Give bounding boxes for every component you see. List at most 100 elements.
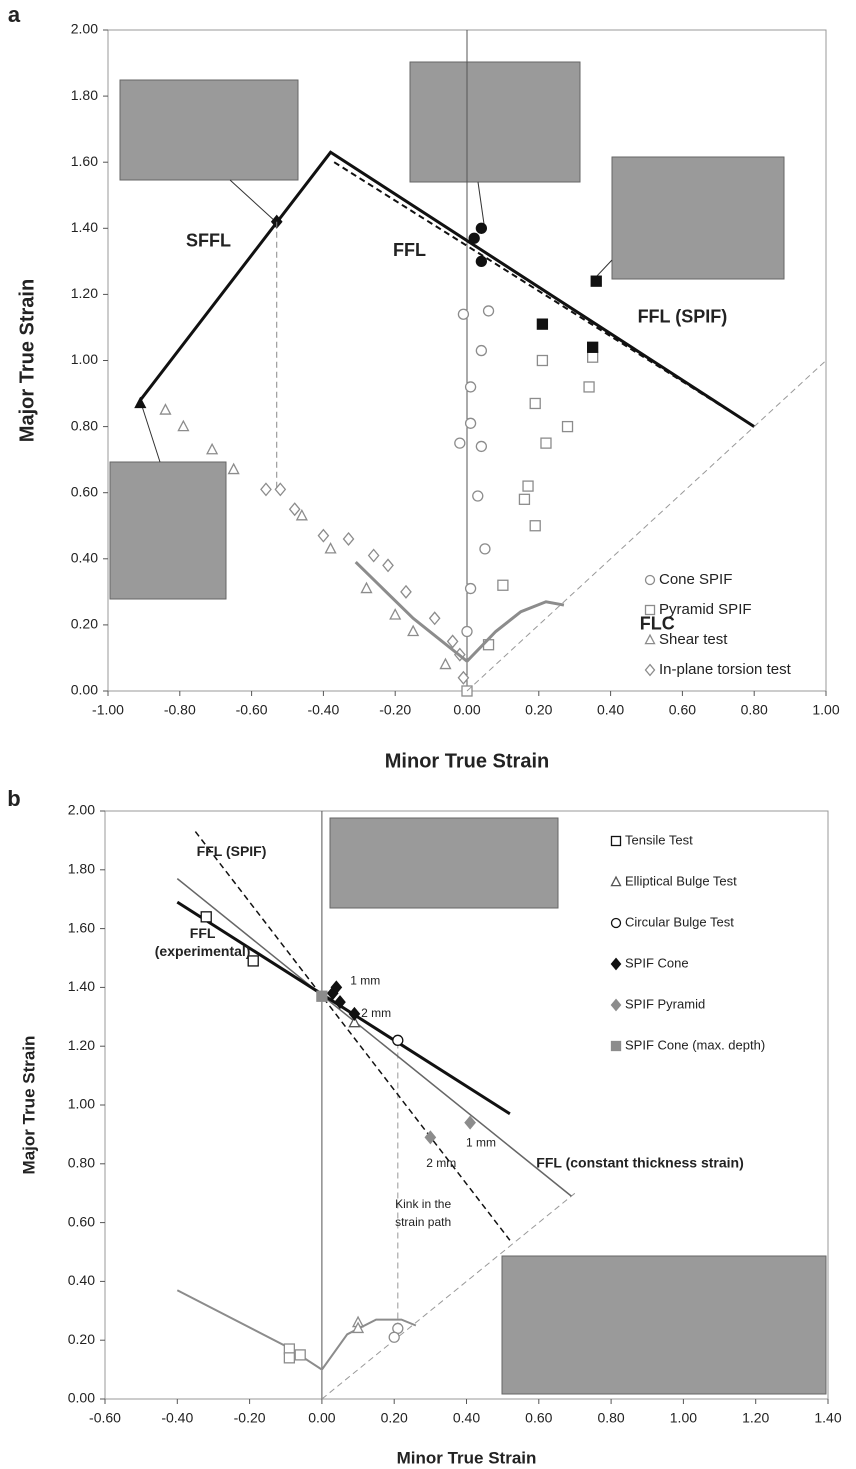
marker [561,420,574,433]
annotation: 1 mm [466,1135,496,1149]
x-tick-label: 0.20 [381,1410,408,1426]
y-tick-label: 1.40 [68,978,95,994]
x-tick-label: 0.00 [308,1410,335,1426]
photo [501,1255,827,1395]
marker [316,990,328,1002]
legend-label: Pyramid SPIF [659,601,752,618]
x-tick-label: -0.80 [164,702,196,718]
x-axis-title: Minor True Strain [397,1448,537,1467]
annotation: FLC [640,614,675,634]
y-tick-label: 1.60 [71,153,98,169]
x-tick-label: 1.00 [812,702,839,718]
legend-marker [644,604,656,616]
marker [260,482,272,497]
x-tick-label: -0.40 [307,702,339,718]
x-tick-label: 0.40 [453,1410,480,1426]
x-axis-title: Minor True Strain [385,750,549,772]
leader-line [477,181,485,225]
x-tick-label: 0.80 [741,702,768,718]
marker [522,480,534,492]
legend-label: Shear test [659,631,728,648]
legend-marker [610,957,622,971]
marker [134,396,147,409]
marker [497,579,509,591]
marker [324,541,337,554]
marker [294,1349,306,1361]
y-axis-title: Major True Strain [16,279,38,442]
marker [457,670,470,685]
series-line [333,161,755,428]
y-axis-title: Major True Strain [19,1036,38,1175]
marker [587,351,599,363]
marker [288,502,301,517]
legend-label: SPIF Pyramid [625,996,705,1011]
marker [159,403,172,415]
marker [283,1352,296,1364]
annotation: 2 mm [361,1006,391,1020]
legend-marker [644,633,656,645]
legend-label: Circular Bulge Test [625,914,734,929]
marker [464,1115,476,1130]
marker [468,232,480,244]
series-line [176,878,572,1197]
legend-marker [610,1040,622,1052]
legend-marker [610,835,622,847]
y-tick-label: 0.80 [68,1155,95,1171]
y-tick-label: 0.80 [71,417,98,433]
y-tick-label: 0.20 [68,1331,95,1347]
marker [177,419,190,432]
marker [342,531,355,546]
marker [540,437,552,449]
marker [348,1015,361,1028]
marker [518,493,531,505]
panel-label: a [8,2,21,27]
marker [388,1331,400,1343]
x-tick-label: -0.20 [234,1410,266,1426]
marker [482,305,495,317]
marker [407,624,420,637]
photo [409,61,581,183]
annotation: 2 mm [426,1156,456,1170]
legend-marker [610,917,622,929]
marker [475,344,488,357]
marker [200,911,212,923]
marker [529,397,541,410]
y-tick-label: 1.00 [71,351,98,367]
marker [461,625,473,638]
x-tick-label: 0.60 [669,702,696,718]
marker [446,634,459,649]
annotation: FFL [393,240,426,260]
y-tick-label: 0.20 [71,616,98,632]
leader-line [229,179,277,223]
x-tick-label: 1.40 [814,1410,841,1426]
y-tick-label: 0.60 [71,483,98,499]
marker [295,508,308,521]
marker [334,995,346,1010]
marker [351,1321,365,1334]
legend-label: Elliptical Bulge Test [625,873,737,888]
x-tick-label: 0.20 [525,702,552,718]
y-tick-label: 1.40 [71,219,98,235]
legend-marker [610,998,622,1012]
series-line [321,1192,576,1400]
y-tick-label: 1.20 [71,285,98,301]
marker [317,528,330,543]
marker [475,222,488,234]
annotation: FFL (SPIF) [638,306,728,326]
photo [329,817,559,909]
marker [529,520,541,532]
marker [583,381,595,393]
photo [119,79,299,181]
x-tick-label: 1.00 [670,1410,697,1426]
marker [428,611,441,626]
y-tick-label: 1.80 [71,87,98,103]
marker [536,318,549,330]
marker [424,1130,437,1145]
x-tick-label: -0.20 [379,702,411,718]
legend-label: Tensile Test [625,832,693,847]
photo [109,461,227,600]
marker [382,558,394,573]
y-tick-label: 0.40 [68,1272,95,1288]
series-line [176,900,511,1116]
